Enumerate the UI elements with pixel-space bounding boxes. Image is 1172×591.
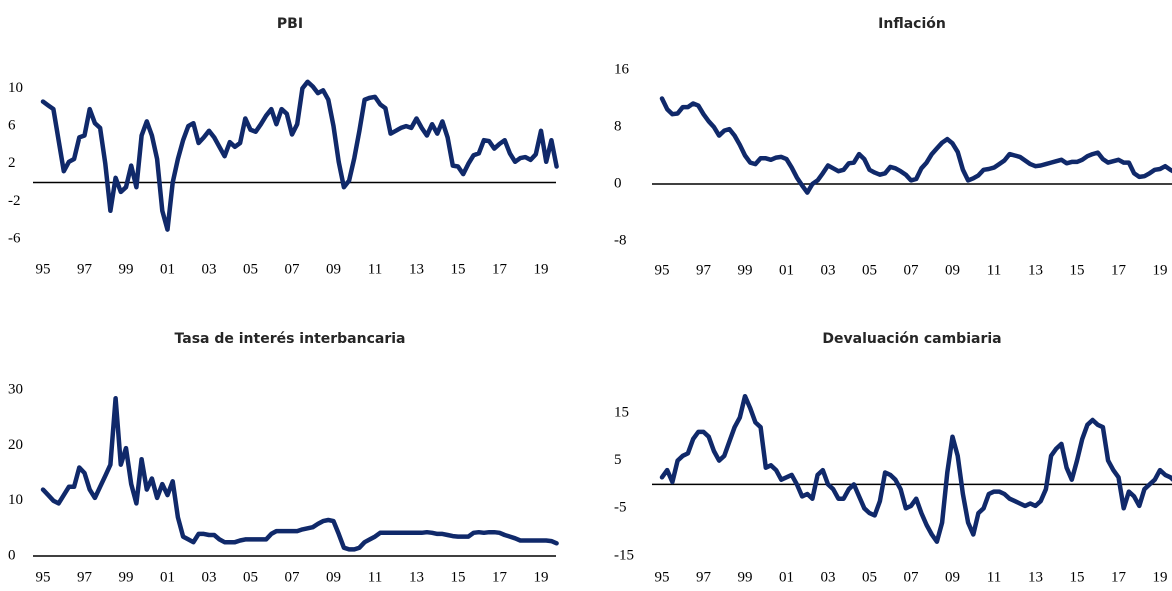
x-tick-label: 99 <box>119 569 134 585</box>
x-tick-label: 99 <box>738 569 753 585</box>
x-tick-label: 03 <box>821 262 836 278</box>
y-tick-label: 30 <box>8 381 23 397</box>
x-tick-label: 11 <box>987 569 1001 585</box>
x-tick-label: 13 <box>409 569 424 585</box>
chart-title: Tasa de interés interbancaria <box>175 331 406 347</box>
chart-title: Inflación <box>878 16 946 32</box>
x-tick-label: 01 <box>779 262 794 278</box>
x-tick-label: 95 <box>655 262 670 278</box>
x-tick-label: 09 <box>945 569 960 585</box>
y-tick-label: 8 <box>614 118 622 134</box>
x-tick-label: 09 <box>326 261 341 277</box>
x-tick-label: 09 <box>945 262 960 278</box>
x-tick-label: 05 <box>862 262 877 278</box>
y-tick-label: 20 <box>8 437 23 453</box>
data-line <box>659 96 1172 195</box>
x-tick-label: 05 <box>243 261 258 277</box>
x-tick-label: 15 <box>451 569 466 585</box>
y-tick-label: 2 <box>8 155 16 171</box>
x-tick-label: 17 <box>492 569 508 585</box>
x-tick-label: 01 <box>779 569 794 585</box>
x-tick-label: 03 <box>821 569 836 585</box>
x-tick-label: 05 <box>862 569 877 585</box>
x-tick-label: 99 <box>738 262 753 278</box>
x-tick-label: 03 <box>202 261 217 277</box>
x-tick-label: 11 <box>987 262 1001 278</box>
x-tick-label: 13 <box>1028 262 1043 278</box>
data-line <box>40 79 559 232</box>
x-tick-label: 05 <box>243 569 258 585</box>
x-tick-label: 01 <box>160 261 175 277</box>
x-tick-label: 01 <box>160 569 175 585</box>
y-tick-label: 10 <box>8 492 23 508</box>
x-tick-label: 07 <box>285 569 301 585</box>
x-tick-label: 13 <box>1028 569 1043 585</box>
x-tick-label: 13 <box>409 261 424 277</box>
x-tick-label: 11 <box>368 569 382 585</box>
x-tick-label: 03 <box>202 569 217 585</box>
x-tick-label: 19 <box>1153 262 1168 278</box>
x-tick-label: 99 <box>119 261 134 277</box>
x-tick-label: 15 <box>1070 569 1085 585</box>
data-line <box>40 396 559 552</box>
y-tick-label: -8 <box>614 232 627 248</box>
x-tick-label: 19 <box>534 569 549 585</box>
x-tick-label: 15 <box>1070 262 1085 278</box>
x-tick-label: 97 <box>696 262 712 278</box>
x-tick-label: 07 <box>904 262 920 278</box>
x-tick-label: 09 <box>326 569 341 585</box>
x-tick-label: 07 <box>285 261 301 277</box>
x-tick-label: 97 <box>77 261 93 277</box>
data-line <box>659 393 1172 544</box>
x-tick-label: 17 <box>1111 262 1127 278</box>
x-tick-label: 95 <box>36 569 51 585</box>
x-tick-label: 95 <box>655 569 670 585</box>
y-tick-label: -2 <box>8 193 21 209</box>
x-tick-label: 97 <box>696 569 712 585</box>
y-tick-label: -6 <box>8 230 21 246</box>
y-tick-label: 10 <box>8 80 23 96</box>
y-tick-label: 0 <box>8 547 16 563</box>
y-tick-label: 16 <box>614 61 630 77</box>
x-tick-label: 17 <box>492 261 508 277</box>
y-tick-label: 5 <box>614 452 622 468</box>
x-tick-label: 95 <box>36 261 51 277</box>
x-tick-label: 07 <box>904 569 920 585</box>
y-tick-label: 15 <box>614 404 629 420</box>
y-tick-label: -15 <box>614 547 634 563</box>
chart-title: PBI <box>277 16 303 32</box>
x-tick-label: 17 <box>1111 569 1127 585</box>
x-tick-label: 19 <box>534 261 549 277</box>
chart-title: Devaluación cambiaria <box>822 331 1001 347</box>
x-tick-label: 11 <box>368 261 382 277</box>
x-tick-label: 19 <box>1153 569 1168 585</box>
y-tick-label: -5 <box>614 500 627 516</box>
y-tick-label: 6 <box>8 117 16 133</box>
x-tick-label: 97 <box>77 569 93 585</box>
y-tick-label: 0 <box>614 175 622 191</box>
x-tick-label: 15 <box>451 261 466 277</box>
